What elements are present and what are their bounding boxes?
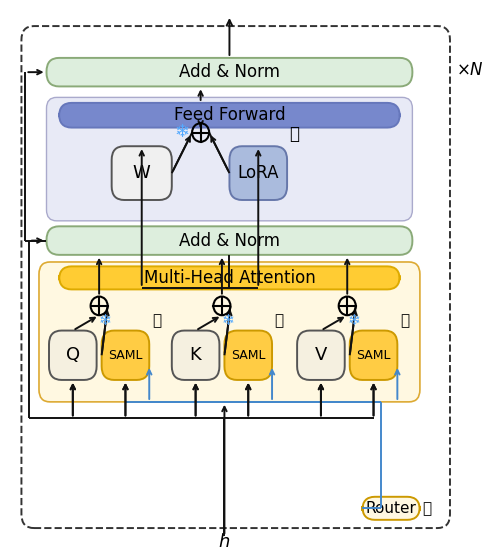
FancyBboxPatch shape bbox=[59, 103, 400, 127]
Text: Q: Q bbox=[66, 346, 80, 364]
Text: 🔥: 🔥 bbox=[422, 501, 431, 516]
FancyBboxPatch shape bbox=[46, 227, 412, 255]
Text: W: W bbox=[133, 164, 151, 182]
Text: LoRA: LoRA bbox=[237, 164, 279, 182]
Text: ❄: ❄ bbox=[99, 313, 112, 328]
Text: Add & Norm: Add & Norm bbox=[179, 63, 280, 81]
Text: SAML: SAML bbox=[108, 349, 143, 362]
FancyBboxPatch shape bbox=[362, 497, 420, 520]
FancyBboxPatch shape bbox=[46, 98, 412, 221]
Text: 🔥: 🔥 bbox=[290, 126, 299, 143]
Text: Multi-Head Attention: Multi-Head Attention bbox=[144, 269, 316, 287]
FancyBboxPatch shape bbox=[229, 146, 287, 200]
FancyBboxPatch shape bbox=[224, 331, 272, 380]
Text: ❄: ❄ bbox=[174, 123, 190, 141]
Text: 🔥: 🔥 bbox=[400, 313, 409, 328]
Text: ❄: ❄ bbox=[347, 313, 360, 328]
Text: SAML: SAML bbox=[231, 349, 266, 362]
Text: Add & Norm: Add & Norm bbox=[179, 232, 280, 250]
Text: 🔥: 🔥 bbox=[275, 313, 284, 328]
FancyBboxPatch shape bbox=[59, 266, 400, 289]
Text: Router: Router bbox=[365, 501, 416, 516]
Text: $\times \mathit{N}$: $\times \mathit{N}$ bbox=[456, 61, 484, 79]
Text: $h$: $h$ bbox=[218, 533, 230, 551]
Text: 🔥: 🔥 bbox=[152, 313, 161, 328]
FancyBboxPatch shape bbox=[172, 331, 219, 380]
FancyBboxPatch shape bbox=[350, 331, 397, 380]
Text: K: K bbox=[190, 346, 202, 364]
Text: V: V bbox=[314, 346, 327, 364]
Text: SAML: SAML bbox=[356, 349, 391, 362]
Text: Feed Forward: Feed Forward bbox=[174, 106, 285, 124]
FancyBboxPatch shape bbox=[46, 58, 412, 86]
FancyBboxPatch shape bbox=[49, 331, 97, 380]
FancyBboxPatch shape bbox=[297, 331, 345, 380]
Text: ❄: ❄ bbox=[222, 313, 235, 328]
FancyBboxPatch shape bbox=[39, 262, 420, 402]
FancyBboxPatch shape bbox=[112, 146, 172, 200]
FancyBboxPatch shape bbox=[102, 331, 149, 380]
